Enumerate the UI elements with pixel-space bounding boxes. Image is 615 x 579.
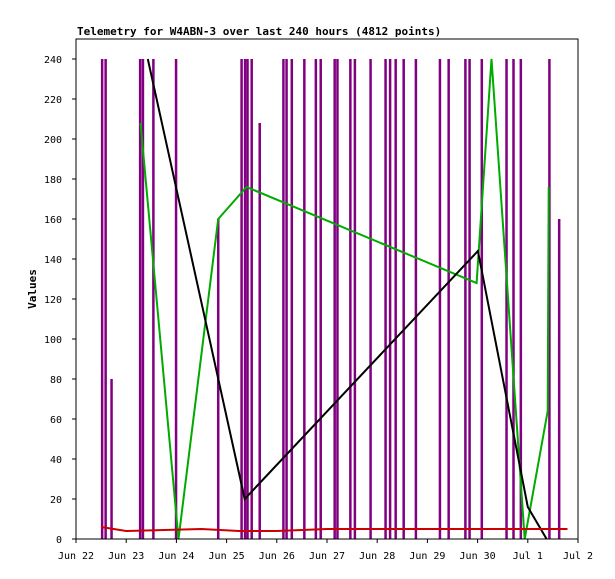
y-tick-label: 160: [44, 215, 62, 226]
y-tick-label: 240: [44, 55, 62, 66]
x-tick-label: Jun 27: [309, 551, 345, 562]
x-tick-label: Jun 22: [58, 551, 94, 562]
y-tick-label: 20: [50, 495, 62, 506]
y-tick-label: 120: [44, 295, 62, 306]
x-tick-label: Jun 25: [209, 551, 245, 562]
x-tick-label: Jun 23: [108, 551, 144, 562]
x-tick-label: Jun 28: [359, 551, 395, 562]
plot-area: [100, 58, 568, 540]
y-tick-label: 0: [56, 535, 62, 546]
x-tick-label: Jun 24: [158, 551, 194, 562]
y-tick-label: 100: [44, 335, 62, 346]
y-tick-label: 80: [50, 375, 62, 386]
x-axis: Jun 22 Jun 23 Jun 24 Jun 25 Jun 26 Jun 27 Jun …: [58, 539, 593, 562]
y-tick-label: 220: [44, 95, 62, 106]
y-tick-label: 40: [50, 455, 62, 466]
x-tick-label: Jun 29: [409, 551, 445, 562]
y-axis: 0 20 40 60 80 100 120 140 160 180 200 220 240: [44, 55, 76, 546]
y-axis-label: Values: [26, 269, 39, 309]
y-tick-label: 200: [44, 135, 62, 146]
series-3-line: [100, 526, 568, 533]
y-tick-label: 140: [44, 255, 62, 266]
plot-frame: [75, 38, 579, 540]
x-tick-label: Jul 1: [513, 551, 543, 562]
chart-title: Telemetry for W4ABN-3 over last 240 hour…: [77, 25, 441, 38]
x-tick-label: Jun 30: [460, 551, 496, 562]
x-tick-label: Jun 26: [259, 551, 295, 562]
x-tick-label: Jul 2: [563, 551, 593, 562]
series-1-line: [139, 58, 550, 540]
series-2-line: [146, 58, 548, 540]
y-tick-label: 180: [44, 175, 62, 186]
y-tick-label: 60: [50, 415, 62, 426]
